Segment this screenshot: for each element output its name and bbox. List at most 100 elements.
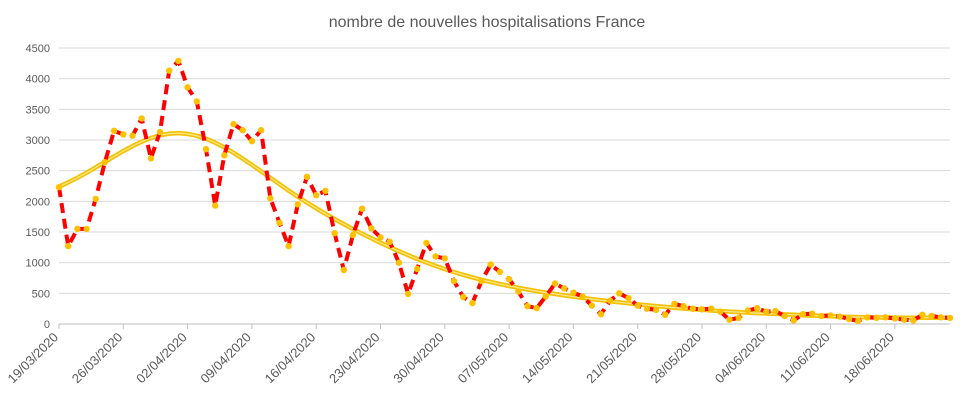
data-point: [110, 127, 118, 134]
data-point: [873, 314, 880, 322]
data-point: [377, 234, 384, 241]
data-point: [212, 202, 219, 209]
trendline-group: [58, 130, 951, 320]
data-point: [395, 259, 403, 266]
data-point: [708, 305, 715, 312]
data-point: [55, 184, 63, 191]
data-point: [744, 307, 752, 314]
data-point: [248, 138, 256, 145]
data-point: [827, 312, 834, 319]
data-point: [193, 98, 200, 105]
data-point: [257, 127, 265, 134]
axes: [58, 323, 950, 329]
y-tick-label: 1500: [26, 227, 50, 239]
data-point: [845, 315, 853, 323]
trendline-highlight: [58, 132, 951, 319]
y-tick-label: 4000: [26, 74, 50, 86]
data-point: [717, 308, 724, 315]
x-tick-label: 14/05/2020: [519, 330, 576, 387]
data-point: [303, 173, 311, 180]
data-point: [726, 316, 733, 323]
data-point: [386, 238, 393, 245]
series-line: [57, 58, 951, 323]
data-point: [267, 195, 274, 202]
data-point: [588, 302, 595, 309]
data-point: [175, 57, 182, 65]
data-point: [606, 297, 614, 304]
data-point: [349, 231, 357, 239]
data-point: [120, 131, 127, 138]
data-point: [368, 225, 375, 232]
data-point: [891, 315, 899, 322]
data-point: [524, 303, 531, 310]
x-tick-label: 02/04/2020: [133, 330, 190, 387]
x-tick-label: 28/05/2020: [647, 330, 704, 387]
data-point: [65, 242, 72, 250]
data-point: [689, 305, 696, 312]
data-point: [818, 312, 825, 320]
data-point: [221, 152, 228, 159]
data-point: [294, 201, 301, 208]
data-point: [634, 302, 641, 309]
data-point: [809, 310, 816, 317]
data-point: [441, 255, 448, 262]
data-point: [478, 277, 485, 285]
y-tick-label: 0: [44, 319, 50, 331]
data-point: [579, 293, 586, 300]
data-point: [937, 314, 944, 321]
x-tick-label: 04/06/2020: [712, 330, 769, 387]
data-point: [946, 314, 954, 322]
data-point: [772, 307, 779, 315]
data-point: [505, 276, 513, 283]
data-point: [469, 299, 476, 307]
x-tick-label: 09/04/2020: [197, 330, 254, 387]
data-point: [781, 312, 788, 320]
y-tick-label: 3000: [26, 135, 50, 147]
data-point: [616, 290, 623, 297]
data-point: [799, 311, 807, 318]
data-point: [414, 265, 421, 272]
y-tick-label: 4500: [26, 43, 50, 55]
data-point: [597, 311, 605, 318]
data-point: [239, 127, 246, 134]
x-tick-labels: 19/03/2020 26/03/2020 02/04/2020 09/04/2020…: [4, 330, 897, 387]
data-point: [496, 268, 504, 276]
data-point: [515, 288, 522, 295]
data-point: [230, 120, 237, 128]
trendline: [58, 130, 951, 320]
data-point: [156, 128, 164, 136]
gridlines: [59, 47, 950, 294]
data-point: [910, 317, 917, 324]
y-tick-label: 500: [32, 288, 50, 300]
x-tick-label: 11/06/2020: [777, 330, 833, 386]
data-point: [322, 187, 329, 195]
data-point: [83, 225, 90, 233]
data-point: [487, 261, 494, 268]
x-tick-label: 26/03/2020: [69, 330, 126, 387]
data-point: [864, 314, 871, 321]
data-point: [184, 84, 191, 91]
data-point: [882, 314, 889, 321]
data-point: [147, 155, 155, 162]
data-point: [698, 306, 706, 313]
data-point: [735, 314, 742, 322]
x-tick-label: 30/04/2020: [390, 330, 447, 387]
data-point: [129, 132, 136, 139]
data-point: [570, 289, 577, 296]
data-point: [790, 317, 797, 324]
x-tick-label: 16/04/2020: [262, 330, 319, 387]
chart-title: nombre de nouvelles hospitalisations Fra…: [329, 14, 646, 31]
data-point: [166, 67, 173, 74]
data-point: [919, 311, 926, 318]
data-point: [854, 317, 862, 325]
data-point: [928, 312, 935, 320]
data-point: [404, 290, 412, 298]
data-point: [92, 195, 99, 203]
data-point: [138, 115, 145, 122]
data-point: [643, 305, 651, 312]
data-point: [662, 311, 669, 318]
data-point: [101, 158, 109, 166]
y-tick-label: 2000: [26, 196, 50, 208]
data-point: [900, 316, 908, 323]
